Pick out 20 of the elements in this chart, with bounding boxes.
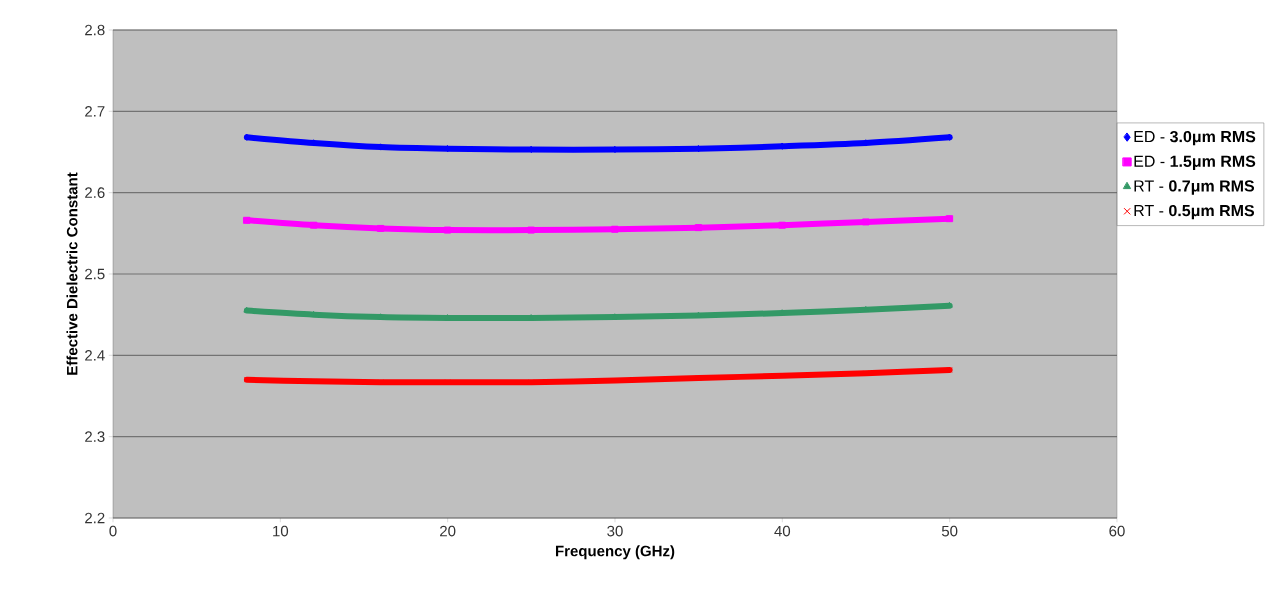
x-tick-label: 50 <box>941 525 958 537</box>
y-tick-label: 2.7 <box>85 106 105 117</box>
y-tick-label: 2.5 <box>85 268 105 280</box>
legend-label: ED - 1.5μm RMS <box>1134 155 1256 171</box>
x-tick-label: 60 <box>1109 525 1125 537</box>
legend-label: RT - 0.5μm RMS <box>1134 204 1255 220</box>
y-axis-title: Effective Dielectric Constant <box>66 172 78 375</box>
legend-label: RT - 0.7μm RMS <box>1134 180 1255 195</box>
y-tick-label: 2.8 <box>85 24 105 36</box>
y-tick-label: 2.4 <box>85 350 105 361</box>
x-tick-label: 30 <box>607 525 623 537</box>
x-tick-label: 10 <box>273 525 289 537</box>
legend-label: ED - 3.0μm RMS <box>1134 130 1256 146</box>
y-tick-label: 2.6 <box>85 187 105 198</box>
y-tick-label: 2.2 <box>85 512 105 524</box>
x-tick-label: 20 <box>440 525 456 537</box>
x-tick-label: 40 <box>774 525 791 537</box>
x-axis-title: Frequency (GHz) <box>555 545 675 560</box>
y-tick-label: 2.3 <box>85 431 105 442</box>
x-tick-label: 0 <box>109 525 117 537</box>
